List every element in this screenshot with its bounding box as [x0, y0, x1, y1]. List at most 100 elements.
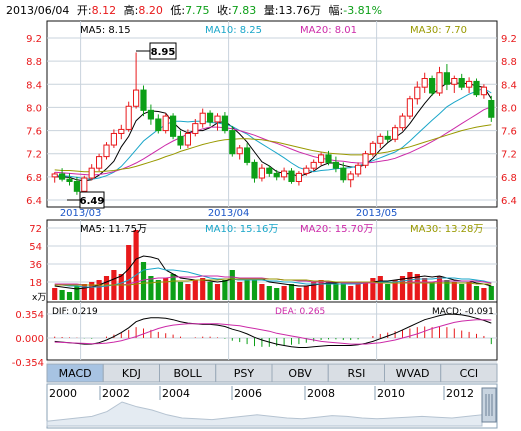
price-ma10-line: [54, 87, 492, 180]
tab-label: BOLL: [173, 367, 202, 380]
quote-date: 2013/06/04: [6, 4, 69, 17]
candle-body: [281, 170, 288, 178]
volume-bar: [362, 282, 369, 300]
candle-body: [355, 164, 362, 175]
volume-bar: [377, 276, 383, 300]
candle-body: [406, 98, 413, 117]
tab-obv[interactable]: OBV: [271, 363, 329, 383]
candle-body: [443, 72, 450, 85]
volume-bar: [429, 282, 435, 300]
volume-bar: [481, 288, 487, 300]
tab-rsi[interactable]: RSI: [327, 363, 385, 383]
candle-body: [221, 115, 228, 132]
macd-panel-frame: [46, 301, 498, 361]
candle-body: [170, 115, 177, 137]
price-y-tick-left: 7.6: [26, 127, 42, 138]
volume-bar: [296, 288, 302, 300]
volume-bar: [170, 274, 176, 300]
volume-bar: [133, 230, 139, 300]
tab-wvad[interactable]: WVAD: [384, 363, 442, 383]
volume-bar: [66, 292, 73, 300]
candle-body: [59, 173, 66, 180]
tab-boll[interactable]: BOLL: [159, 363, 217, 383]
tab-label: WVAD: [396, 367, 430, 380]
volume-bar: [436, 276, 443, 300]
volume-y-tick: 18: [29, 278, 42, 289]
candle-body: [199, 112, 206, 125]
close-value: 7.83: [232, 4, 257, 17]
tab-macd[interactable]: MACD: [46, 363, 104, 383]
price-y-tick-right: 8.0: [501, 103, 517, 114]
candle-body: [347, 173, 354, 181]
timeline-navigator: 2000 2002 2004 2006 2008 2010 2012: [46, 383, 498, 429]
timeline-year: 2000: [49, 387, 77, 400]
candle-body: [473, 80, 480, 96]
price-y-tick-right: 9.2: [501, 34, 517, 45]
high-value: 8.20: [138, 4, 163, 17]
price-ma-legend-item: MA30: 7.70: [410, 25, 467, 36]
timeline-range-handle[interactable]: [481, 387, 497, 423]
candle-body: [458, 78, 465, 88]
timeline-year: 2006: [234, 387, 262, 400]
price-y-tick-left: 6.4: [26, 196, 42, 207]
header-quote: 2013/06/04 开:8.12 高:8.20 低:7.75 收:7.83 量…: [6, 3, 382, 17]
volume-ma5-line: [54, 255, 492, 290]
volume-bar: [148, 276, 154, 300]
candle-body: [244, 147, 251, 163]
price-y-tick-right: 7.6: [501, 127, 517, 138]
price-y-tick-left: 8.4: [26, 80, 42, 91]
volume-bar: [274, 288, 280, 300]
volume-value: 13.76万: [279, 4, 322, 17]
candle-body: [66, 178, 73, 182]
tab-label: KDJ: [122, 367, 141, 380]
volume-bar: [348, 286, 354, 300]
candle-body: [384, 135, 391, 140]
open-label: 开:: [77, 4, 92, 17]
price-candles: [51, 52, 495, 195]
price-y-tick-left: 7.2: [26, 150, 42, 161]
low-marker-box: [79, 191, 105, 209]
volume-bar: [385, 284, 391, 300]
candle-body: [318, 154, 325, 163]
candle-body: [429, 78, 436, 94]
macd-dea-label: DEA: 0.265: [275, 307, 325, 317]
price-y-tick-right: 8.4: [501, 80, 517, 91]
candle-body: [421, 78, 428, 88]
candle-body: [258, 167, 265, 179]
macd-panel: 0.354 0.000 -0.354 DIF: 0.219 DEA: 0.265 M…: [12, 301, 498, 369]
price-y-axis-right: 9.2 8.8 8.4 8.0 7.6 7.2 6.8 6.4: [501, 34, 517, 207]
price-y-tick-left: 8.8: [26, 57, 42, 68]
candle-body: [162, 115, 169, 132]
candle-body: [229, 130, 236, 155]
low-price-marker: 6.49: [67, 191, 105, 209]
tab-psy[interactable]: PSY: [215, 363, 273, 383]
tab-cci[interactable]: CCI: [440, 363, 498, 383]
macd-y-tick: 0.000: [15, 334, 44, 345]
candle-body: [140, 89, 147, 111]
candle-body: [133, 89, 140, 107]
volume-y-axis: 72 54 36 18: [29, 224, 42, 289]
timeline-overview-shape: [46, 401, 483, 427]
volume-bar: [207, 282, 213, 300]
volume-bar: [318, 280, 324, 300]
candle-body: [399, 115, 406, 129]
price-ma-lines: [54, 82, 492, 182]
timeline-year: 2012: [446, 387, 474, 400]
open-value: 8.12: [92, 4, 117, 17]
timeline-year: 2002: [102, 387, 130, 400]
timeline-overview-area: [46, 401, 483, 427]
candle-body: [155, 118, 162, 132]
price-y-axis-left: 9.2 8.8 8.4 8.0 7.6 7.2 6.8 6.4: [26, 34, 42, 207]
volume-bars: [52, 230, 494, 300]
price-ma20-line: [54, 106, 492, 176]
volume-bar: [163, 278, 169, 300]
price-ma-legend-item: MA10: 8.25: [205, 25, 262, 36]
volume-ma-lines: [54, 255, 492, 290]
volume-bar: [81, 284, 87, 300]
price-y-tick-left: 6.8: [26, 173, 42, 184]
candle-body: [466, 80, 473, 88]
tab-label: PSY: [234, 367, 255, 380]
candle-body: [103, 144, 110, 158]
tab-kdj[interactable]: KDJ: [102, 363, 160, 383]
